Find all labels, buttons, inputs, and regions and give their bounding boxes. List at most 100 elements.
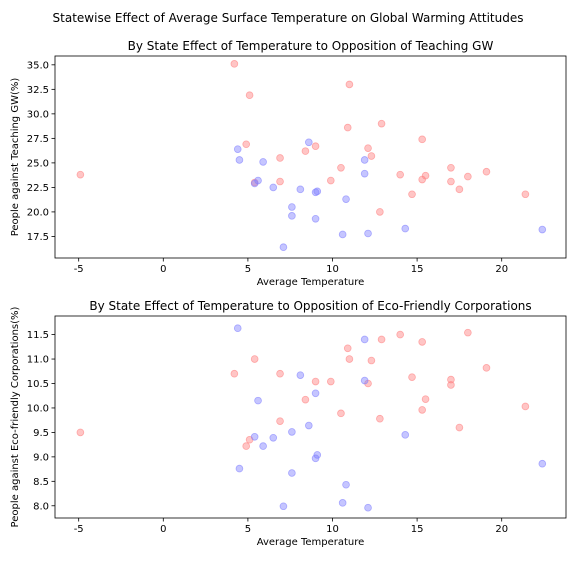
- scatter-point-series-0-5: [276, 154, 284, 162]
- scatter-point-series-1-0: [233, 324, 242, 333]
- figure-suptitle: Statewise Effect of Average Surface Temp…: [53, 11, 524, 25]
- x-tick-label: -5: [74, 524, 84, 535]
- x-tick-label: 10: [326, 264, 339, 275]
- scatter-point-series-1-20: [538, 225, 547, 234]
- scatter-point-series-0-17: [396, 170, 404, 179]
- scatter-point-series-1-10: [305, 421, 313, 430]
- x-tick-label: 5: [245, 524, 251, 535]
- scatter-point-series-0-15: [376, 414, 384, 423]
- y-tick-label: 35.0: [27, 60, 49, 71]
- scatter-point-series-0-4: [250, 355, 259, 363]
- y-tick-label: 27.5: [27, 134, 49, 145]
- scatter-point-series-0-13: [364, 144, 372, 152]
- scatter-point-series-0-18: [408, 373, 416, 381]
- scatter-point-series-0-25: [464, 328, 472, 337]
- y-tick-label: 17.5: [27, 232, 49, 243]
- axes-frame: [54, 55, 567, 259]
- chart-teaching-gw: By State Effect of Temperature to Opposi…: [10, 39, 567, 288]
- scatter-point-series-1-17: [360, 376, 369, 385]
- y-tick-label: 9.0: [33, 452, 49, 463]
- scatter-point-series-0-7: [301, 147, 310, 155]
- scatter-point-series-0-3: [245, 91, 254, 100]
- x-tick-label: 15: [411, 264, 424, 275]
- scatter-point-series-1-8: [288, 469, 296, 477]
- axes-frame: [54, 315, 567, 519]
- x-tick-label: 15: [411, 524, 424, 535]
- scatter-point-series-1-11: [311, 389, 320, 398]
- y-tick-label: 25.0: [27, 158, 49, 169]
- scatter-point-series-0-27: [521, 190, 530, 199]
- x-tick-label: 5: [245, 264, 251, 275]
- scatter-point-series-0-21: [421, 171, 430, 180]
- scatter-point-series-0-11: [343, 344, 352, 353]
- x-tick-label: 10: [326, 524, 339, 535]
- x-tick-label: 20: [495, 264, 508, 275]
- y-tick-label: 8.0: [33, 501, 49, 512]
- scatter-point-series-1-3: [254, 396, 262, 405]
- x-tick-label: 20: [495, 524, 508, 535]
- x-tick-label: 0: [160, 264, 166, 275]
- scatter-point-series-1-16: [360, 156, 369, 164]
- y-tick-label: 20.0: [27, 207, 49, 218]
- chart-title: By State Effect of Temperature to Opposi…: [89, 299, 531, 313]
- scatter-point-series-0-22: [447, 163, 455, 172]
- scatter-point-series-1-14: [338, 230, 347, 239]
- scatter-point-series-0-23: [447, 381, 455, 389]
- scatter-point-series-1-3: [254, 176, 262, 185]
- x-tick-label: -5: [74, 264, 84, 275]
- scatter-point-series-0-21: [421, 395, 430, 403]
- y-tick-label: 11.0: [27, 355, 49, 366]
- scatter-point-series-0-15: [376, 208, 384, 216]
- scatter-point-series-1-12: [311, 454, 320, 463]
- x-axis-label: Average Temperature: [257, 277, 365, 288]
- scatter-point-series-0-10: [337, 409, 345, 418]
- scatter-point-series-0-22: [447, 375, 455, 384]
- scatter-point-series-1-4: [259, 158, 267, 166]
- scatter-point-series-0-14: [367, 152, 376, 160]
- scatter-point-series-0-6: [276, 177, 284, 186]
- y-tick-label: 32.5: [27, 85, 49, 96]
- scatter-point-series-0-27: [521, 402, 530, 411]
- scatter-point-series-1-9: [296, 371, 305, 379]
- y-tick-label: 10.0: [27, 403, 49, 414]
- scatter-point-series-0-19: [418, 338, 426, 346]
- scatter-point-series-1-19: [401, 431, 410, 439]
- scatter-point-series-1-10: [305, 138, 313, 147]
- scatter-point-series-1-6: [279, 502, 288, 511]
- scatter-point-series-0-16: [377, 335, 386, 344]
- scatter-point-series-0-2: [242, 140, 251, 149]
- scatter-point-series-0-23: [447, 177, 455, 186]
- scatter-point-series-1-12: [313, 187, 322, 196]
- scatter-point-series-1-2: [250, 433, 259, 441]
- scatter-point-series-1-13: [311, 214, 320, 223]
- scatter-point-series-0-10: [337, 163, 345, 172]
- scatter-point-series-1-14: [338, 499, 347, 507]
- scatter-point-series-0-2: [242, 442, 251, 450]
- y-tick-label: 30.0: [27, 109, 49, 120]
- scatter-point-series-0-19: [418, 135, 426, 144]
- scatter-point-series-0-26: [482, 167, 491, 176]
- scatter-point-series-1-17: [360, 169, 369, 178]
- scatter-point-series-0-11: [343, 123, 352, 132]
- scatter-point-series-0-7: [301, 395, 310, 404]
- scatter-point-series-0-20: [418, 406, 426, 414]
- y-tick-label: 22.5: [27, 183, 49, 194]
- scatter-point-series-0-24: [455, 423, 464, 432]
- scatter-point-series-1-5: [269, 183, 278, 192]
- scatter-point-series-0-18: [408, 190, 416, 199]
- scatter-point-series-1-5: [269, 433, 278, 442]
- scatter-point-series-1-18: [364, 503, 372, 512]
- scatter-point-series-0-24: [455, 185, 464, 194]
- scatter-point-series-1-8: [288, 212, 296, 220]
- scatter-point-series-1-7: [288, 203, 296, 211]
- scatter-point-series-1-13: [313, 451, 322, 459]
- scatter-point-series-1-16: [360, 335, 369, 344]
- scatter-point-series-0-16: [377, 119, 386, 128]
- scatter-point-series-0-9: [326, 377, 335, 386]
- scatter-point-series-0-8: [311, 377, 320, 386]
- scatter-point-series-0-9: [326, 176, 335, 185]
- chart-title: By State Effect of Temperature to Opposi…: [128, 39, 494, 53]
- y-tick-label: 8.5: [33, 477, 49, 488]
- scatter-point-series-0-6: [276, 417, 284, 425]
